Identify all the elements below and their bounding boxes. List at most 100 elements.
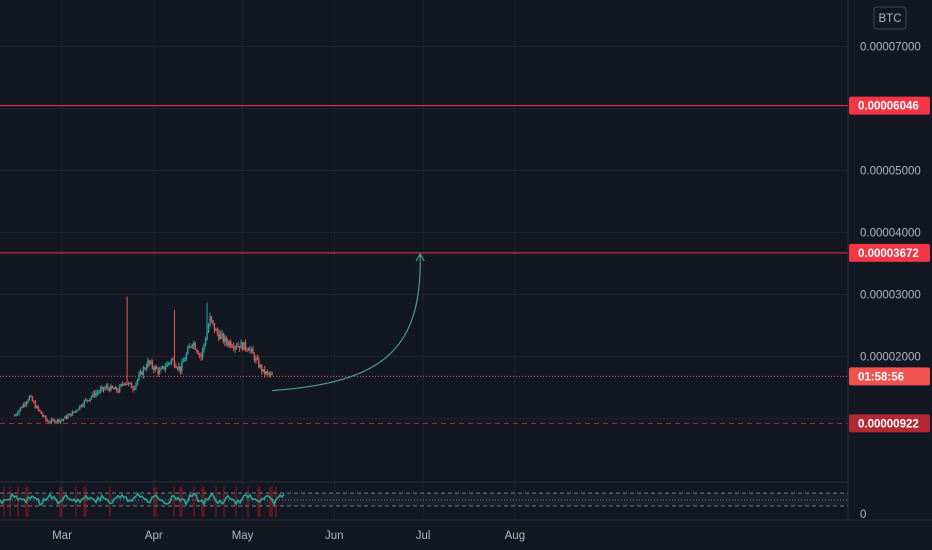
y-tick-label: 0.00003000 bbox=[860, 290, 921, 302]
candle-body bbox=[216, 329, 219, 334]
candle-body bbox=[240, 342, 242, 349]
price-tag-label: 0.00003672 bbox=[858, 248, 919, 260]
candle-body bbox=[203, 344, 205, 349]
candle-body bbox=[151, 361, 153, 368]
candle-body bbox=[117, 390, 119, 393]
indicator-line bbox=[0, 491, 285, 507]
candle-body bbox=[113, 388, 115, 390]
candle-body bbox=[178, 366, 180, 369]
candle-body bbox=[231, 346, 233, 348]
candle-body bbox=[271, 374, 273, 376]
price-tag-label: 0.00006046 bbox=[858, 101, 919, 113]
candle-body bbox=[221, 333, 223, 335]
candle-body bbox=[175, 366, 177, 368]
candle-body bbox=[70, 413, 72, 416]
candle-body bbox=[241, 342, 244, 350]
indicator-band-fill bbox=[0, 493, 848, 506]
candle-body bbox=[166, 363, 168, 367]
annotation-arrow bbox=[272, 252, 425, 392]
candle-body bbox=[45, 416, 47, 420]
candle-body bbox=[237, 345, 239, 347]
candle-body bbox=[194, 343, 196, 350]
x-tick-label: Aug bbox=[505, 530, 525, 542]
candle-body bbox=[176, 367, 179, 369]
x-tick-label: Jun bbox=[325, 530, 344, 542]
candle-body bbox=[142, 368, 145, 375]
candle-body bbox=[24, 403, 26, 405]
x-tick-label: Mar bbox=[52, 530, 72, 542]
candle-body bbox=[25, 402, 28, 405]
candle-body bbox=[34, 402, 37, 408]
candle-body bbox=[101, 387, 103, 390]
candle-body bbox=[141, 371, 143, 375]
candle-body bbox=[144, 368, 146, 370]
price-tag-bg bbox=[849, 243, 930, 262]
candle-body bbox=[161, 366, 164, 369]
candle-body bbox=[253, 353, 256, 361]
candle-body bbox=[243, 342, 245, 350]
price-tags: 0.00006046 0.00003672 0.00000922 01:58:56 bbox=[849, 96, 930, 433]
candle-body bbox=[148, 360, 151, 364]
candle-body bbox=[68, 413, 71, 416]
candle-body bbox=[247, 349, 250, 351]
candle-body bbox=[224, 337, 226, 342]
candle-body bbox=[209, 316, 211, 326]
candle-body bbox=[107, 386, 109, 389]
y-tick-label: 0.00007000 bbox=[860, 42, 921, 54]
candle-body bbox=[102, 387, 105, 390]
currency-badge[interactable]: BTC bbox=[873, 6, 907, 30]
candle-body bbox=[83, 400, 85, 406]
candle-body bbox=[64, 416, 66, 419]
candle-body bbox=[56, 419, 59, 422]
candle-body bbox=[104, 387, 106, 390]
candle-body bbox=[197, 351, 199, 355]
candle-body bbox=[92, 392, 94, 397]
countdown-tag-bg bbox=[849, 367, 930, 386]
candle-body bbox=[58, 419, 60, 422]
y-tick-label: 0.00004000 bbox=[860, 228, 921, 240]
candle-body bbox=[21, 407, 23, 409]
candle-body bbox=[15, 414, 17, 416]
candle-body bbox=[188, 346, 190, 348]
y-tick-label: 0.00002000 bbox=[860, 352, 921, 364]
candle-body bbox=[27, 400, 29, 403]
candle-body bbox=[264, 369, 266, 374]
candle-body bbox=[164, 366, 167, 370]
candle-body bbox=[181, 361, 183, 372]
candle-body bbox=[210, 316, 213, 321]
candle-body bbox=[55, 421, 57, 423]
candle-body bbox=[52, 419, 54, 421]
candle-body bbox=[193, 343, 195, 345]
indicator-zero-label: 0 bbox=[860, 509, 866, 521]
candle-body bbox=[256, 358, 259, 360]
candle-body bbox=[185, 353, 188, 360]
candle-body bbox=[206, 332, 208, 340]
candle-body bbox=[53, 419, 56, 423]
candle-body bbox=[212, 320, 214, 324]
candle-body bbox=[119, 386, 121, 393]
candle-body bbox=[124, 383, 127, 385]
candle-body bbox=[139, 371, 142, 375]
candle-body bbox=[28, 395, 31, 401]
candle-body bbox=[187, 347, 189, 354]
currency-label: BTC bbox=[879, 13, 902, 25]
candle-body bbox=[37, 406, 40, 410]
candle-body bbox=[219, 334, 222, 340]
candle-body bbox=[16, 413, 19, 415]
price-candles bbox=[13, 296, 273, 425]
grid-lines bbox=[0, 0, 848, 520]
candle-body bbox=[76, 410, 78, 412]
y-tick-label: 0.00005000 bbox=[860, 166, 921, 178]
candle-body bbox=[147, 360, 149, 368]
candle-body bbox=[138, 374, 140, 380]
candle-body bbox=[65, 416, 68, 419]
candle-body bbox=[169, 362, 171, 364]
candle-body bbox=[42, 414, 44, 417]
candle-body bbox=[96, 392, 99, 394]
candle-body bbox=[74, 410, 77, 413]
candle-body bbox=[111, 385, 114, 389]
candle-body bbox=[167, 362, 170, 364]
candle-body bbox=[130, 383, 133, 389]
candle-body bbox=[158, 370, 161, 374]
